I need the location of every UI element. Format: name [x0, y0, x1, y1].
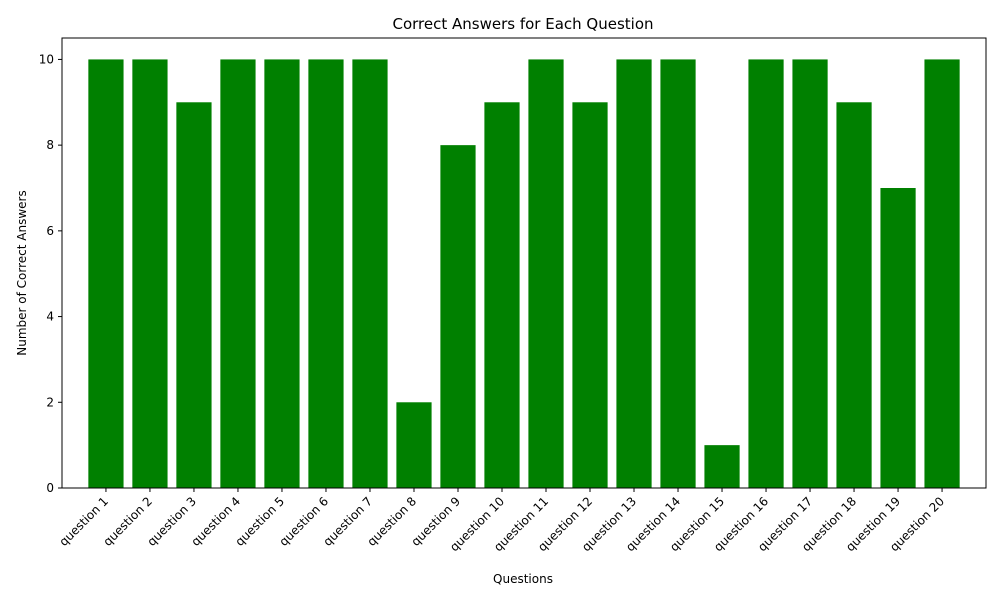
bar-19	[880, 188, 916, 488]
y-tick-label: 6	[46, 224, 54, 238]
bar-15	[704, 445, 740, 488]
bar-17	[792, 59, 828, 489]
bar-10	[484, 102, 520, 489]
bar-11	[528, 59, 564, 489]
bars-group	[88, 59, 960, 489]
bar-2	[132, 59, 168, 489]
y-axis: 0 2 4 6 8 10	[39, 52, 62, 495]
bar-7	[352, 59, 388, 489]
y-tick-label: 8	[46, 138, 54, 152]
bar-16	[748, 59, 784, 489]
bar-18	[836, 102, 872, 489]
y-tick-label: 10	[39, 52, 54, 66]
bar-12	[572, 102, 608, 489]
plot-frame	[61, 37, 987, 489]
y-tick-label: 0	[46, 481, 54, 495]
bar-1	[88, 59, 124, 489]
bar-6	[308, 59, 344, 489]
bar-5	[264, 59, 300, 489]
y-tick-label: 4	[46, 310, 54, 324]
bar-3	[176, 102, 212, 489]
chart-title: Correct Answers for Each Question	[392, 15, 653, 33]
bar-4	[220, 59, 256, 489]
y-axis-label: Number of Correct Answers	[15, 190, 29, 355]
bar-13	[616, 59, 652, 489]
bar-8	[396, 402, 432, 488]
x-axis-label: Questions	[493, 572, 553, 586]
bar-9	[440, 145, 476, 488]
y-tick-label: 2	[46, 395, 54, 409]
bar-14	[660, 59, 696, 489]
bar-20	[924, 59, 960, 489]
